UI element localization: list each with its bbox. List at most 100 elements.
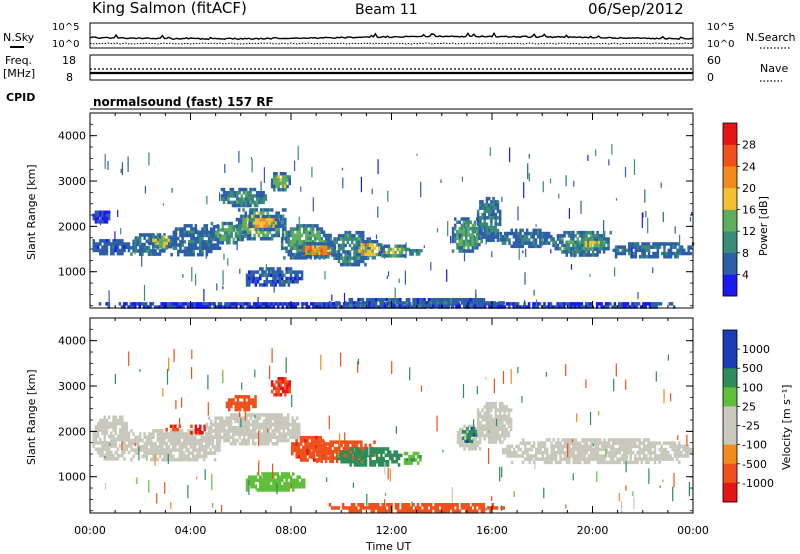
heatmap-cell bbox=[280, 435, 283, 440]
heatmap-cell bbox=[269, 416, 272, 420]
heatmap-cell bbox=[196, 233, 200, 238]
heatmap-cell bbox=[236, 438, 239, 443]
heatmap-cell bbox=[563, 246, 566, 251]
heatmap-cell bbox=[123, 305, 126, 309]
heatmap-cell bbox=[182, 305, 185, 309]
heatmap-cell bbox=[322, 240, 326, 244]
heatmap-cell bbox=[498, 408, 502, 412]
heatmap-cell bbox=[130, 441, 133, 446]
heatmap-cell bbox=[434, 298, 437, 302]
heatmap-cell bbox=[112, 245, 115, 249]
heatmap-cell bbox=[349, 447, 352, 451]
heatmap-cell bbox=[380, 450, 383, 454]
heatmap-cell bbox=[145, 249, 149, 253]
heatmap-cell bbox=[543, 231, 546, 236]
heatmap-cell bbox=[114, 428, 117, 432]
heatmap-cell bbox=[285, 478, 288, 483]
heatmap-cell bbox=[324, 255, 328, 259]
heatmap-cell bbox=[121, 415, 124, 419]
heatmap-cell bbox=[196, 427, 200, 432]
heatmap-cell bbox=[228, 237, 231, 242]
heatmap-cell bbox=[190, 424, 193, 429]
heatmap-cell bbox=[305, 236, 308, 241]
heatmap-cell bbox=[494, 222, 497, 226]
heatmap-cell bbox=[158, 438, 162, 443]
heatmap-cell bbox=[494, 405, 497, 409]
heatmap-cell bbox=[101, 450, 104, 455]
heatmap-cell bbox=[521, 238, 524, 242]
heatmap-cell bbox=[158, 236, 162, 240]
heatmap-cell bbox=[310, 435, 314, 440]
heatmap-cell bbox=[231, 203, 235, 208]
heatmap-cell bbox=[494, 232, 497, 236]
heatmap-cell bbox=[403, 451, 407, 456]
heatmap-cell bbox=[308, 435, 312, 440]
heatmap-cell bbox=[241, 395, 244, 399]
heatmap-cell bbox=[350, 298, 354, 302]
heatmap-cell bbox=[114, 457, 117, 461]
heatmap-cell bbox=[539, 447, 542, 452]
heatmap-cell bbox=[221, 228, 225, 232]
heatmap-cell bbox=[247, 435, 250, 440]
heatmap-cell bbox=[112, 453, 115, 458]
heatmap-cell bbox=[302, 458, 305, 462]
heatmap-cell bbox=[118, 248, 122, 253]
heatmap-cell bbox=[289, 243, 293, 247]
heatmap-cell bbox=[535, 224, 537, 227]
heatmap-cell bbox=[349, 440, 352, 444]
heatmap-cell bbox=[539, 235, 542, 239]
heatmap-cell bbox=[364, 456, 368, 461]
heatmap-cell bbox=[289, 230, 293, 234]
heatmap-cell bbox=[216, 426, 220, 430]
heatmap-cell bbox=[576, 243, 579, 248]
heatmap-cell bbox=[578, 243, 582, 248]
heatmap-cell bbox=[506, 235, 509, 239]
heatmap-cell bbox=[161, 448, 164, 452]
heatmap-cell bbox=[578, 234, 582, 238]
heatmap-cell bbox=[631, 441, 635, 445]
heatmap-cell bbox=[284, 419, 288, 424]
heatmap-cell bbox=[269, 432, 272, 436]
heatmap-cell bbox=[191, 441, 195, 446]
heatmap-cell bbox=[101, 210, 104, 214]
heatmap-cell bbox=[561, 240, 564, 244]
heatmap-cell bbox=[237, 237, 240, 242]
heatmap-cell bbox=[92, 239, 95, 243]
heatmap-cell bbox=[253, 237, 256, 241]
heatmap-cell bbox=[642, 305, 645, 309]
heatmap-cell bbox=[246, 214, 250, 219]
heatmap-cell bbox=[451, 236, 455, 240]
heatmap-cell bbox=[309, 233, 313, 238]
heatmap-cell bbox=[114, 245, 117, 249]
heatmap-cell bbox=[273, 435, 277, 440]
heatmap-cell bbox=[303, 485, 306, 489]
heatmap-cell bbox=[598, 447, 602, 452]
heatmap-cell bbox=[272, 276, 275, 281]
heatmap-cell bbox=[362, 250, 365, 254]
heatmap-cell bbox=[634, 255, 638, 259]
heatmap-cell bbox=[647, 245, 651, 249]
heatmap-cell bbox=[152, 233, 155, 237]
heatmap-cell bbox=[302, 230, 306, 234]
heatmap-cell bbox=[485, 414, 489, 419]
heatmap-cell bbox=[658, 454, 661, 458]
heatmap-cell bbox=[232, 401, 235, 405]
heatmap-cell bbox=[656, 245, 660, 249]
heatmap-cell bbox=[218, 416, 222, 420]
heatmap-cell bbox=[557, 441, 560, 445]
heatmap-cell bbox=[267, 432, 270, 436]
heatmap-cell bbox=[459, 434, 462, 438]
heatmap-cell bbox=[603, 454, 606, 458]
heatmap-cell bbox=[248, 283, 251, 287]
heatmap-cell bbox=[259, 475, 262, 479]
heatmap-cell bbox=[205, 243, 209, 247]
heatmap-cell bbox=[587, 302, 590, 306]
heatmap-cell bbox=[329, 240, 332, 244]
heatmap-cell bbox=[172, 243, 176, 247]
heatmap-cell bbox=[207, 438, 210, 443]
heatmap-cell bbox=[636, 460, 639, 465]
heatmap-cell bbox=[103, 251, 106, 256]
heatmap-cell bbox=[501, 414, 504, 419]
heatmap-cell bbox=[487, 401, 491, 406]
heatmap-cell bbox=[645, 454, 648, 458]
